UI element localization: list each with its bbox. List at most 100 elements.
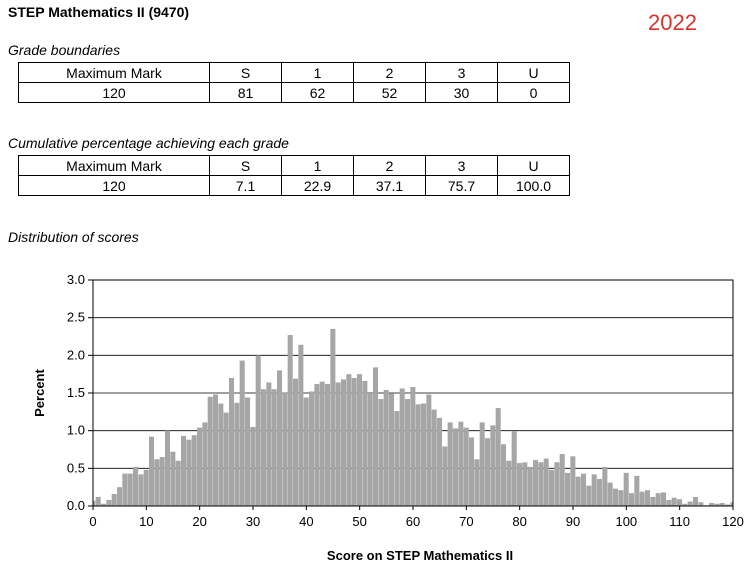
bar-92 — [581, 473, 587, 506]
x-tick-label: 60 — [406, 514, 420, 529]
bar-116 — [709, 502, 715, 506]
bar-110 — [677, 499, 683, 506]
table-cell: Maximum Mark — [18, 155, 210, 176]
bar-1 — [95, 496, 101, 506]
x-tick-label: 120 — [722, 514, 744, 529]
bar-103 — [639, 491, 645, 506]
bar-79 — [511, 431, 517, 506]
bar-96 — [602, 466, 608, 506]
bar-117 — [714, 503, 720, 506]
bar-38 — [293, 378, 299, 506]
bar-19 — [191, 435, 197, 506]
bar-58 — [399, 388, 405, 506]
bar-2 — [101, 503, 107, 506]
y-tick-label: 0.0 — [67, 498, 85, 513]
x-tick-label: 30 — [246, 514, 260, 529]
table-cell: 0 — [497, 82, 570, 103]
table-cell: 62 — [281, 82, 354, 103]
bar-78 — [506, 460, 512, 506]
bar-46 — [335, 382, 341, 506]
y-axis-label: Percent — [32, 368, 47, 416]
bar-54 — [378, 399, 384, 506]
bar-77 — [501, 444, 507, 506]
bar-93 — [586, 485, 592, 506]
bar-53 — [373, 367, 379, 506]
table-cell: 37.1 — [353, 175, 426, 196]
table-cell: Maximum Mark — [18, 62, 210, 83]
table-cell: 75.7 — [425, 175, 498, 196]
bar-60 — [410, 386, 416, 506]
bar-52 — [367, 393, 373, 506]
x-tick-label: 10 — [139, 514, 153, 529]
bar-18 — [186, 439, 192, 506]
tick-labels: 0.0 0.5 1.0 1.5 2.0 2.5 3.0 0 10 20 30 40 50 60 70 80 90… — [67, 272, 744, 529]
bar-81 — [522, 462, 528, 506]
bar-91 — [575, 476, 581, 506]
bar-66 — [442, 446, 448, 506]
bar-73 — [479, 422, 485, 506]
bar-32 — [261, 389, 267, 506]
bar-113 — [693, 496, 699, 506]
bar-63 — [426, 394, 432, 506]
bar-65 — [437, 417, 443, 506]
bar-101 — [629, 493, 635, 506]
bar-108 — [666, 499, 672, 506]
bar-76 — [495, 408, 501, 506]
bar-11 — [149, 436, 155, 506]
bar-28 — [239, 360, 245, 506]
bar-21 — [202, 422, 208, 506]
cumulative-table: Maximum Mark S 1 2 3 U 120 7.1 22.9 37.1… — [18, 155, 570, 196]
bar-29 — [245, 397, 251, 506]
x-axis-label: Score on STEP Mathematics II — [327, 548, 513, 563]
bar-106 — [655, 493, 661, 506]
bar-64 — [431, 409, 437, 506]
bar-8 — [133, 466, 139, 506]
bar-75 — [490, 425, 496, 506]
bar-37 — [287, 334, 293, 506]
bar-40 — [303, 397, 309, 506]
bar-88 — [559, 454, 565, 506]
bar-95 — [597, 478, 603, 506]
bar-74 — [485, 438, 491, 506]
bar-85 — [543, 458, 549, 506]
bar-4 — [111, 493, 117, 506]
bar-68 — [453, 428, 459, 506]
table-header-row: Maximum Mark S 1 2 3 U — [18, 155, 570, 176]
table-cell: 52 — [353, 82, 426, 103]
bar-67 — [447, 422, 453, 506]
bar-20 — [197, 427, 203, 506]
y-tick-label: 2.5 — [67, 310, 85, 325]
bar-44 — [325, 383, 331, 506]
y-tick-label: 2.0 — [67, 347, 85, 362]
bar-104 — [645, 490, 651, 506]
bar-9 — [138, 474, 144, 506]
distribution-caption: Distribution of scores — [8, 229, 139, 245]
y-tick-label: 0.5 — [67, 460, 85, 475]
bar-57 — [394, 411, 400, 506]
bar-61 — [415, 404, 421, 506]
bar-80 — [517, 463, 523, 506]
bar-34 — [271, 389, 277, 506]
bar-6 — [122, 473, 128, 506]
bar-102 — [634, 475, 640, 506]
bar-43 — [319, 381, 325, 506]
x-tick-label: 50 — [352, 514, 366, 529]
bar-99 — [618, 490, 624, 506]
bar-72 — [474, 459, 480, 506]
bar-42 — [314, 383, 320, 506]
bar-71 — [469, 437, 475, 506]
bar-47 — [341, 379, 347, 506]
table-cell: 22.9 — [281, 175, 354, 196]
bar-59 — [405, 399, 411, 506]
bar-13 — [159, 457, 165, 506]
bar-25 — [223, 412, 229, 506]
bar-119 — [725, 504, 731, 506]
bar-86 — [549, 469, 555, 506]
bar-50 — [357, 374, 363, 506]
bar-111 — [682, 503, 688, 506]
bar-27 — [234, 402, 240, 506]
x-tick-label: 80 — [512, 514, 526, 529]
bar-97 — [607, 482, 613, 506]
year-label: 2022 — [648, 10, 697, 35]
bar-12 — [154, 459, 160, 506]
